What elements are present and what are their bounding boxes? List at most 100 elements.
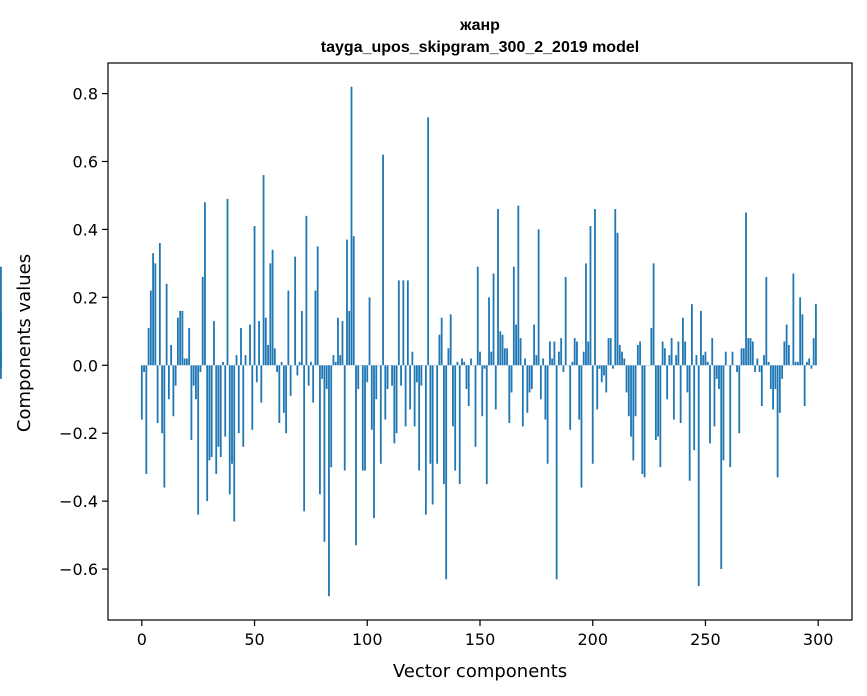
bar-243 [688,365,691,481]
bar-282 [776,365,779,478]
bar-93 [350,86,353,366]
bar-56 [267,344,269,366]
bar-145 [467,365,470,407]
bar-138 [452,365,454,427]
bar-236 [672,365,675,420]
bar-38 [226,198,229,366]
bar-153 [485,365,488,485]
bar-27 [201,276,204,366]
bar-126 [424,365,427,515]
bar-114 [397,280,400,366]
bar-131 [436,365,439,464]
bar-72 [303,365,306,512]
bar-1 [143,365,145,373]
bar-190 [569,365,572,430]
bar-39 [228,365,231,495]
bar-70 [298,361,301,366]
bar-211 [616,232,619,366]
bar-161 [503,348,506,366]
bar-196 [582,351,585,366]
bar-278 [767,361,770,366]
bar-109 [386,365,389,390]
bar-111 [391,365,393,386]
bar-43 [237,365,240,434]
bar-252 [709,365,711,444]
bar-21 [188,327,191,366]
bar-238 [677,341,680,366]
bar-279 [769,365,772,390]
bar-213 [621,351,623,366]
bar-158 [497,209,499,366]
bar-298 [812,338,815,366]
bar-231 [661,341,664,366]
bar-193 [576,341,578,366]
bar-135 [445,365,448,580]
y-tick-label: 0.8 [73,85,98,104]
bar-35 [219,365,222,457]
bar-276 [763,355,765,366]
bar-219 [634,365,637,417]
bar-106 [379,365,382,464]
bar-115 [400,365,402,386]
bar-52 [258,321,260,366]
bar-107 [382,154,384,366]
bar-90 [343,365,346,471]
bar-280 [772,365,774,410]
x-axis-label: Vector components [393,661,567,682]
bar-272 [754,365,756,373]
bar-182 [551,358,554,366]
bar-245 [693,365,696,451]
bar-33 [215,365,218,474]
bar-148 [474,365,477,447]
bar-194 [578,365,581,420]
bar-7 [156,365,159,424]
bar-44 [240,327,242,366]
bar-22 [190,365,193,440]
bar-5 [152,253,154,366]
bar-60 [276,365,278,373]
bar-220 [636,344,639,366]
bar-69 [296,365,299,376]
bar-274 [758,365,761,373]
bar-undefined [0,310,2,366]
bar-256 [718,365,720,390]
bar-228 [654,365,657,440]
bar-129 [431,365,434,505]
bar-198 [587,341,590,366]
bar-297 [810,365,813,369]
y-axis-ticks: −0.6 −0.4 −0.2 0.0 0.2 0.4 0.6 0.8 [59,85,108,579]
bar-186 [560,338,563,366]
bar-32 [213,321,215,366]
bar-66 [289,365,292,396]
bar-117 [404,365,407,427]
bar-71 [300,310,303,366]
bar-124 [420,365,423,386]
bar-63 [282,365,285,413]
bar-80 [321,365,324,379]
bar-142 [461,358,463,366]
bar-283 [778,365,781,413]
bar-50 [253,226,256,366]
bar-270 [749,338,752,366]
bar-268 [745,212,747,366]
bar-205 [603,365,605,376]
x-tick-label: 50 [244,630,264,649]
bar-277 [765,276,768,366]
bar-84 [330,365,333,468]
bar-0 [140,365,143,420]
bar-26 [199,365,202,373]
bar-216 [627,365,630,417]
bar-230 [659,365,662,468]
bar-88 [339,355,342,366]
bar-155 [490,351,493,366]
bar-25 [197,365,200,515]
bar-65 [287,290,290,366]
bars-group [0,86,817,597]
bar-68 [294,256,297,366]
bar-188 [564,276,567,366]
bar-13 [170,344,173,366]
bar-291 [796,361,799,366]
bar-175 [535,355,538,366]
bar-104 [375,365,378,400]
